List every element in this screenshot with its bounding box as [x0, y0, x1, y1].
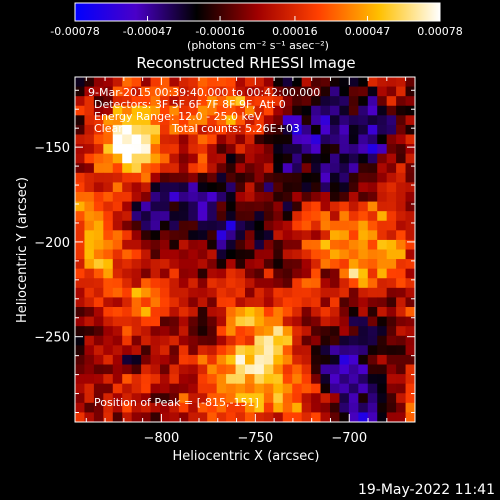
annotation-detectors: Detectors: 3F 5F 6F 7F 8F 9F, Att 0: [94, 98, 286, 111]
y-axis-label: Heliocentric Y (arcsec): [15, 177, 30, 323]
x-tick-label: −750: [237, 431, 273, 446]
x-tick-label: −700: [331, 431, 367, 446]
y-tick-label: −200: [34, 236, 70, 251]
colorbar-tick-label: 0.00047: [345, 25, 391, 38]
colorbar: [74, 2, 441, 22]
axis-ticks: −800 −750 −700 −150 −200 −250: [34, 77, 415, 446]
x-tick-label: −800: [144, 431, 180, 446]
plot-frame: [74, 76, 416, 423]
chart-title: Reconstructed RHESSI Image: [136, 54, 355, 72]
y-tick-label: −250: [34, 331, 70, 346]
colorbar-tick-label: 0.00078: [417, 25, 463, 38]
peak-marker: [129, 145, 138, 154]
colorbar-tick-label: -0.00016: [195, 25, 244, 38]
colorbar-unit-label: (photons cm⁻² s⁻¹ asec⁻²): [187, 39, 329, 52]
colorbar-tick-label: -0.00078: [50, 25, 99, 38]
annotation-clean: Clean: [94, 122, 125, 135]
x-axis-label: Heliocentric X (arcsec): [173, 449, 320, 464]
colorbar-tick-label: 0.00016: [272, 25, 318, 38]
annotation-total-counts: Total counts: 5.26E+03: [171, 122, 300, 135]
y-tick-label: −150: [34, 141, 70, 156]
colorbar-ticks: -0.00078 -0.00047 -0.00016 0.00016 0.00047 0.…: [50, 16, 463, 38]
annotation-energy: Energy Range: 12.0 - 25.0 keV: [94, 110, 262, 123]
colorbar-tick-label: -0.00047: [123, 25, 172, 38]
annotation-peak-position: Position of Peak = [-815,-151]: [94, 396, 259, 409]
annotation-time-range: 9-Mar-2015 00:39:40.000 to 00:42:00.000: [88, 86, 320, 99]
heatmap-image: [75, 77, 415, 422]
footer-timestamp: 19-May-2022 11:41: [358, 482, 495, 498]
